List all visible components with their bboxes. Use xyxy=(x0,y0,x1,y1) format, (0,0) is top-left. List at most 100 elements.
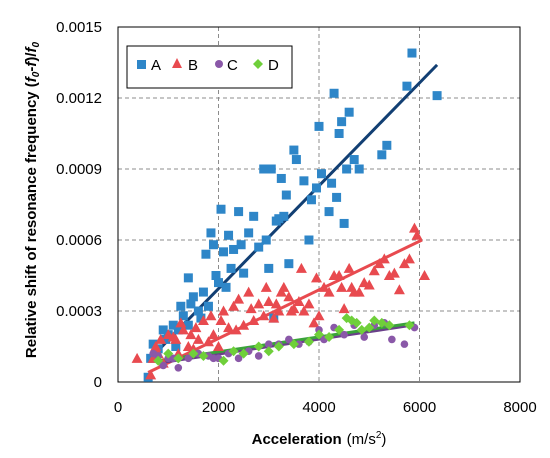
point-b xyxy=(207,329,219,340)
point-a xyxy=(342,164,352,174)
x-tick-labels: 0 2000 4000 6000 8000 xyxy=(114,399,537,416)
point-b xyxy=(223,322,235,333)
x-axis-label-unit-close: ) xyxy=(381,431,386,448)
point-b xyxy=(258,310,270,321)
point-b xyxy=(175,317,187,328)
legend-label-a: A xyxy=(151,57,161,74)
point-b xyxy=(150,341,162,351)
point-b xyxy=(245,303,257,314)
legend-label-b: B xyxy=(188,57,198,74)
point-b xyxy=(298,305,310,316)
point-b xyxy=(368,265,380,276)
point-d xyxy=(324,332,335,343)
y-axis-label-f0b: f xyxy=(23,45,40,52)
point-b xyxy=(238,319,250,330)
point-a xyxy=(281,190,291,200)
point-a xyxy=(299,176,309,186)
point-a xyxy=(203,301,213,311)
point-c xyxy=(400,340,409,348)
point-b xyxy=(403,253,415,264)
point-b xyxy=(205,310,217,321)
point-a xyxy=(173,325,183,335)
point-a xyxy=(198,287,208,297)
y-axis-label-f: f xyxy=(23,60,40,67)
point-a xyxy=(193,306,203,316)
data-points xyxy=(131,48,442,382)
point-a xyxy=(161,334,171,344)
point-d xyxy=(288,339,299,350)
point-a xyxy=(261,235,271,245)
point-a xyxy=(337,117,347,127)
point-b xyxy=(248,314,260,325)
point-b xyxy=(363,279,375,290)
point-d xyxy=(188,348,199,359)
point-b xyxy=(318,281,330,292)
point-a xyxy=(377,150,387,160)
legend-marker-a xyxy=(137,60,146,69)
point-a xyxy=(304,235,314,245)
legend: A B C D xyxy=(126,45,293,89)
legend-marker-d xyxy=(253,59,263,69)
point-d xyxy=(163,348,174,359)
point-c xyxy=(295,340,303,348)
y-axis-label: Relative shift of resonance frequency (f… xyxy=(23,41,42,358)
point-d xyxy=(404,320,415,331)
point-a xyxy=(244,228,254,238)
point-a xyxy=(289,145,299,155)
point-a xyxy=(339,218,349,228)
point-d xyxy=(351,317,362,328)
point-a xyxy=(219,247,229,257)
point-a xyxy=(317,169,327,179)
y-tick-label: 0 xyxy=(94,374,102,391)
point-b xyxy=(293,296,305,307)
y-axis-label-f0a: f xyxy=(23,75,40,82)
point-a xyxy=(196,313,206,323)
point-a xyxy=(382,140,392,150)
x-axis-label: Acceleration (m/s2) xyxy=(252,430,387,448)
point-c xyxy=(360,333,369,341)
point-d xyxy=(263,346,274,357)
point-a xyxy=(332,192,342,202)
point-a xyxy=(291,155,301,165)
point-c xyxy=(169,354,178,363)
x-axis-label-unit: (m/s xyxy=(347,431,376,448)
x-tick-label: 4000 xyxy=(302,399,335,416)
point-a xyxy=(306,195,316,205)
y-tick-label: 0.0003 xyxy=(56,303,102,320)
point-c xyxy=(184,354,193,363)
point-a xyxy=(224,230,234,240)
y-tick-label: 0.0009 xyxy=(56,161,102,178)
point-b xyxy=(388,267,400,278)
point-b xyxy=(190,322,202,333)
point-a xyxy=(171,342,181,351)
point-a xyxy=(214,278,223,288)
point-c xyxy=(340,330,348,339)
point-b xyxy=(283,291,295,302)
y-tick-label: 0.0015 xyxy=(56,19,102,36)
point-b xyxy=(155,333,167,344)
point-a xyxy=(226,263,236,273)
point-b xyxy=(295,262,307,273)
point-b xyxy=(177,324,189,335)
point-b xyxy=(308,317,320,328)
legend-marker-c xyxy=(215,60,223,68)
point-a xyxy=(206,228,216,238)
legend-label-d: D xyxy=(268,57,279,74)
point-a xyxy=(276,173,286,183)
point-b xyxy=(408,222,420,233)
x-tick-label: 0 xyxy=(114,399,122,416)
point-b xyxy=(333,270,345,280)
point-b xyxy=(411,229,423,240)
point-d xyxy=(173,353,184,364)
point-a xyxy=(229,244,239,254)
point-b xyxy=(338,303,350,314)
point-d xyxy=(314,329,324,340)
plot-area-frame xyxy=(117,26,521,383)
y-axis-label-sub0b: 0 xyxy=(31,41,42,47)
point-b xyxy=(336,281,348,292)
point-b xyxy=(243,286,255,297)
point-a xyxy=(407,48,417,58)
point-d xyxy=(369,315,380,326)
y-tick-label: 0.0012 xyxy=(56,90,102,107)
